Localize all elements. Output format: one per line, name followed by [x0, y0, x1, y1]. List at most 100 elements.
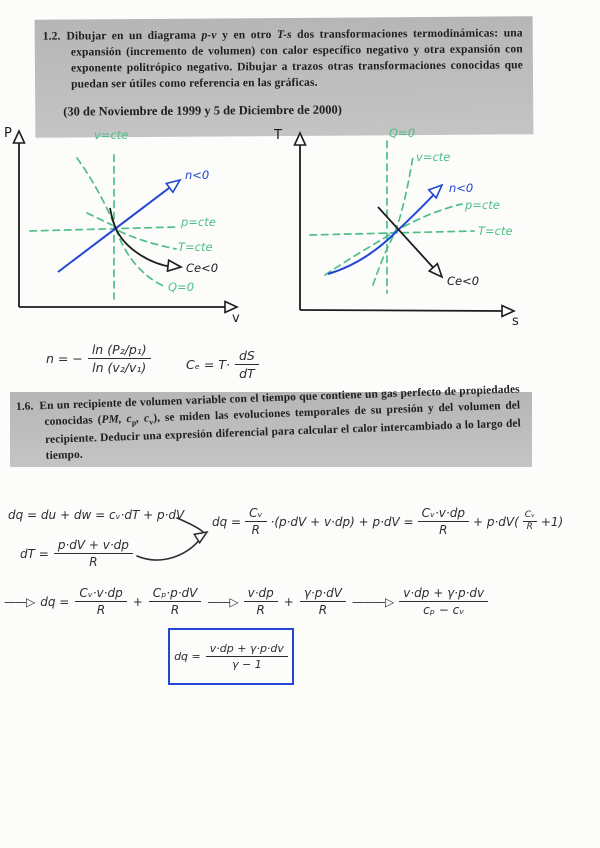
ce-formula-lhs: Cₑ = T·: [186, 357, 230, 372]
specific-heat-formula: Cₑ = T· dS dT: [186, 348, 259, 381]
derivation-line-1a: dq = du + dw = cᵥ·dT + p·dV: [8, 508, 184, 522]
ts-label-ce-neg: Ce<0: [447, 274, 479, 288]
pv-adiabat-dashed: [76, 157, 167, 288]
cv-over-r-denominator: R: [251, 523, 260, 538]
ts-label-p-cte: p=cte: [464, 198, 500, 212]
pv-isobar-dashed: [29, 226, 177, 232]
line2-fraction-1: Cᵥ·v·dp R: [75, 586, 127, 618]
line2-plus-2: +: [283, 594, 294, 609]
ts-diagram: T s Q=0 v=cte n<0 p=cte T=cte Ce<0: [273, 126, 519, 329]
ts-ce-line: [377, 206, 440, 275]
ts-x-axis-arrowhead: [501, 304, 516, 318]
dq-lhs-2: dq =: [40, 594, 70, 609]
line1c-tail: +1): [540, 514, 564, 529]
pv-diagram: P v v=cte n<0 p=cte T=cte Ce<0 Q=0: [4, 126, 240, 326]
problem-1-6-number: 1.6.: [15, 400, 34, 414]
line2-fraction-2: Cₚ·p·dV R: [148, 586, 202, 618]
problem-1-2-date: (30 de Noviembre de 1999 y 5 de Diciembr…: [63, 102, 342, 119]
line2-arrow-3: ———▷: [352, 594, 394, 609]
first-law-equation: dq = du + dw = cᵥ·dT + p·dV: [8, 508, 185, 522]
small-cv-numerator: Cᵥ: [522, 510, 537, 522]
pv-isotherm-dashed: [86, 212, 177, 250]
line2-f1-numerator: Cᵥ·v·dp: [75, 586, 127, 603]
result-denominator: γ − 1: [231, 658, 262, 671]
ts-label-t-cte: T=cte: [478, 224, 513, 238]
pv-label-v-cte: v=cte: [94, 128, 128, 142]
dt-fraction: p·dV + v·dp R: [53, 538, 133, 570]
result-lhs: dq =: [174, 650, 201, 663]
dt-denominator: R: [89, 555, 98, 570]
cvvdp-numerator: Cᵥ·v·dp: [417, 506, 469, 523]
line2-f5-denominator: cₚ − cᵥ: [423, 603, 465, 618]
pv-label-n-neg: n<0: [185, 168, 209, 182]
line2-f4-numerator: γ·p·dV: [299, 586, 346, 603]
dt-lhs: dT =: [20, 546, 49, 561]
line2-f1-denominator: R: [96, 603, 106, 618]
pv-x-axis-arrowhead: [224, 300, 239, 314]
problem-1-6-text: 1.6. En un recipiente de volumen variable…: [16, 382, 522, 465]
ts-ce-arrowhead: [427, 262, 444, 279]
problem-1-6-italic2: , c: [136, 411, 150, 425]
derivation-line-2: ——▷ dq = Cᵥ·v·dp R + Cₚ·p·dV R ——▷ v·dp …: [4, 586, 489, 618]
problem-1-2-italic-pv: p-v: [201, 28, 217, 42]
pv-polytropic-line: [57, 181, 178, 273]
derivation-line-1c: dq = Cᵥ R ·(p·dV + v·dp) + p·dV = Cᵥ·v·d…: [212, 506, 563, 538]
pv-label-ce-neg: Ce<0: [186, 261, 218, 275]
pv-ce-curve: [109, 207, 173, 268]
ts-label-q-zero: Q=0: [389, 126, 415, 140]
derivation-line-1b: dT = p·dV + v·dp R: [20, 538, 133, 570]
ts-y-axis-label: T: [273, 128, 282, 143]
n-formula-numerator: ln (P₂/p₁): [87, 342, 151, 359]
line2-f5-numerator: v·dp + γ·p·dv: [399, 586, 489, 603]
dt-numerator: p·dV + v·dp: [53, 538, 133, 555]
pv-y-axis-label: P: [4, 126, 12, 141]
ce-formula-denominator: dT: [239, 366, 255, 381]
merge-arrow-lower-stroke: [136, 537, 202, 561]
problem-1-2-text: 1.2. Dibujar en un diagrama p-v y en otro…: [43, 25, 523, 92]
ts-isotherm-dashed: [309, 230, 475, 236]
merge-arrow-upper-stroke: [176, 517, 204, 533]
line2-plus-1: +: [132, 594, 143, 609]
cv-over-r-numerator: Cᵥ: [245, 506, 267, 523]
ts-isobar-dashed: [324, 203, 463, 276]
merge-arrow: [136, 517, 209, 561]
ce-formula-numerator: dS: [234, 348, 259, 365]
line2-fraction-3: v·dp R: [243, 586, 278, 618]
line1c-middle-1: ·(p·dV + v·dp) + p·dV =: [270, 514, 414, 529]
result-fraction: v·dp + γ·p·dv γ − 1: [205, 642, 288, 671]
problem-1-6-italic1: PM, c: [101, 412, 132, 426]
final-result-box: dq = v·dp + γ·p·dv γ − 1: [168, 628, 294, 685]
line2-fraction-5: v·dp + γ·p·dv cₚ − cᵥ: [399, 586, 489, 618]
pv-label-p-cte: p=cte: [180, 215, 216, 229]
small-cv-over-r-fraction: Cᵥ R: [522, 510, 537, 533]
problem-1-2-part1: Dibujar en un diagrama: [66, 28, 202, 43]
dq-lhs-1: dq =: [212, 514, 242, 529]
cv-over-r-fraction: Cᵥ R: [245, 506, 267, 538]
pv-y-axis-arrowhead: [12, 129, 26, 144]
line2-f3-numerator: v·dp: [243, 586, 278, 603]
line2-fraction-4: γ·p·dV R: [299, 586, 346, 618]
line1c-middle-2: + p·dV(: [472, 514, 519, 529]
pv-ce-arrowhead: [166, 258, 184, 273]
line2-f2-denominator: R: [170, 603, 180, 618]
problem-1-2-italic-ts: T-s: [276, 27, 292, 42]
line2-arrow-1: ——▷: [4, 594, 35, 609]
problem-1-6-box: 1.6. En un recipiente de volumen variable…: [10, 383, 532, 467]
line2-f4-denominator: R: [318, 603, 328, 618]
ts-label-v-cte: v=cte: [416, 150, 450, 164]
cvvdp-denominator: R: [439, 523, 448, 538]
problem-1-2-number: 1.2.: [42, 29, 61, 43]
polytropic-exponent-formula: n = − ln (P₂/p₁) ln (v₂/v₁): [46, 342, 151, 375]
line2-arrow-2: ——▷: [207, 594, 238, 609]
problem-1-2-part2: y en otro: [216, 28, 278, 42]
pv-label-t-cte: T=cte: [178, 240, 213, 254]
merge-arrowhead: [192, 530, 209, 545]
ts-polytropic-curve: [327, 188, 440, 275]
ts-x-axis: [299, 309, 505, 312]
n-formula-denominator: ln (v₂/v₁): [92, 360, 147, 375]
line2-f2-numerator: Cₚ·p·dV: [148, 586, 202, 603]
n-formula-fraction: ln (P₂/p₁) ln (v₂/v₁): [87, 342, 151, 375]
ts-x-axis-label: s: [512, 314, 519, 329]
n-formula-lhs: n = −: [46, 351, 83, 366]
